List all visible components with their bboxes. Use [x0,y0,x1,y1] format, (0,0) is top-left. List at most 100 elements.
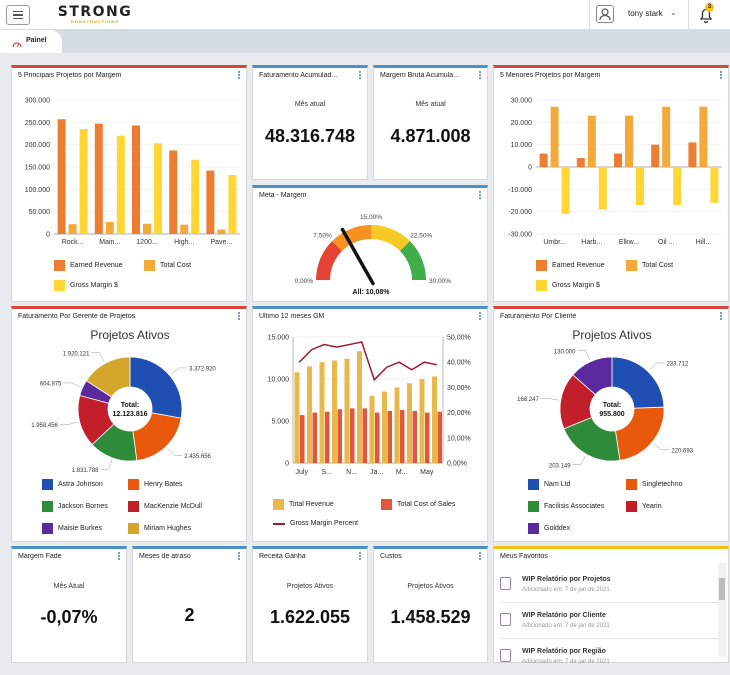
x-tick-label: 1200... [136,239,157,246]
tab-label[interactable]: Painel [26,37,47,44]
label-leader [577,350,590,360]
tab-bar [0,30,730,53]
legend-label: Total Cost [160,262,192,269]
user-icon[interactable] [596,5,614,23]
bar [180,224,189,234]
total-label: Total: [603,402,622,409]
legend-swatch [528,523,539,534]
more-options-icon[interactable] [720,312,723,321]
legend-label: MacKenzie McDull [144,503,202,510]
legend-item: Gross Margin $ [54,280,118,291]
more-options-icon[interactable] [479,552,482,561]
legend-swatch [626,260,637,271]
kpi-value: 4.871.008 [390,126,471,146]
bar [699,106,708,167]
bar [550,106,559,167]
bar [94,123,103,234]
username[interactable]: tony stark [628,9,663,18]
card-bottom5-projects: 5 Menores Projetos por Margem -30.000 -20… [493,65,729,302]
favorite-item[interactable]: WIP Relatório por Cliente Adicionado em:… [500,607,720,639]
bar-revenue [307,366,312,463]
y-tick-label: 0 [46,232,50,239]
bar-revenue [369,395,375,463]
y-tick-label: 0 [528,165,532,172]
scrollbar[interactable] [718,563,726,657]
favorite-item[interactable]: WIP Relatório por Projetos Adicionado em… [500,571,720,603]
logo-text: STRONG [57,4,133,20]
more-options-icon[interactable] [479,71,482,80]
gauge-value-label: All: 10,08% [353,289,391,296]
y-tick-label: -10.000 [508,187,532,194]
legend-swatch [42,523,53,534]
bar-cost [300,415,305,463]
label-leader [167,447,183,456]
notification-badge: 3 [705,3,714,12]
legend-item: Henry Bates [128,479,183,490]
legend-label: Maisie Burkes [58,525,102,532]
legend-item: Total Revenue [273,499,334,510]
period-label: Projetos Ativos [407,583,454,590]
legend-item: Golddex [528,523,570,534]
y-tick-label: 30.000 [511,98,533,105]
pie-center [590,387,634,431]
card-meus-favoritos: Meus Favoritos WIP Relatório por Projeto… [493,546,729,665]
x-tick-label: Elkw... [619,239,639,246]
legend-item: Facilisis Associates [528,501,604,512]
legend-item: Earned Revenue [54,260,123,271]
menu-button[interactable] [6,5,30,25]
more-options-icon[interactable] [720,71,723,80]
legend-item: Nam Ltd [528,479,570,490]
bar-cost [337,409,342,463]
card-title: Meus Favoritos [500,553,548,560]
report-icon [500,649,511,662]
bar [688,142,697,167]
line-gross-margin [298,341,437,382]
more-options-icon[interactable] [238,71,241,80]
x-tick-label: May [420,469,434,476]
y-tick-label: 15.000 [268,335,290,342]
y-tick-label: -30.000 [508,232,532,239]
tab-painel[interactable] [0,30,62,53]
more-options-icon[interactable] [359,71,362,80]
card-faturamento-gerente: Faturamento Por Gerente de Projetos Proj… [11,306,247,542]
bar [673,167,682,205]
bar [228,175,237,234]
favorite-title[interactable]: WIP Relatório por Região [522,648,606,655]
gauge-tick-label: 7,50% [313,233,332,240]
more-options-icon[interactable] [479,312,482,321]
legend-label: Total Cost [642,262,674,269]
bar [576,158,585,167]
favorite-title[interactable]: WIP Relatório por Cliente [522,612,606,619]
card-title: Meta - Margem [259,192,307,199]
legend-swatch [42,479,53,490]
more-options-icon[interactable] [238,312,241,321]
more-options-icon[interactable] [359,552,362,561]
favorite-item[interactable]: WIP Relatório por Região Adicionado em: … [500,643,720,675]
card-faturamento-cliente: Faturamento Por Cliente Projetos Ativos 2… [493,306,729,542]
x-tick-label: Hill... [696,239,712,246]
bar-revenue [319,362,325,463]
y-tick-label: 5.000 [271,419,289,426]
legend-label: Jackson Bornes [58,503,108,510]
favorite-title[interactable]: WIP Relatório por Projetos [522,576,611,583]
chart-title: Projetos Ativos [90,328,169,342]
bar-revenue [382,391,387,463]
card-receita-ganha: Receita Ganha Projetos Ativos 1.622.055 [252,546,368,663]
label-leader [100,459,113,470]
more-options-icon[interactable] [118,552,121,561]
bar-cost [375,412,380,463]
bar [561,167,570,214]
chevron-down-icon[interactable]: ⌄ [670,8,677,17]
more-options-icon[interactable] [238,552,241,561]
legend-swatch [528,479,539,490]
legend-swatch [626,501,637,512]
bar [598,167,607,210]
bar [68,224,77,234]
kpi-value: 2 [184,605,195,625]
more-options-icon[interactable] [479,191,482,200]
gauge-tick-label: 22,50% [410,233,432,240]
period-label: Mês atual [415,101,446,108]
bar-cost [412,410,417,463]
scrollbar-thumb[interactable] [719,578,725,600]
bar-revenue [419,379,425,463]
